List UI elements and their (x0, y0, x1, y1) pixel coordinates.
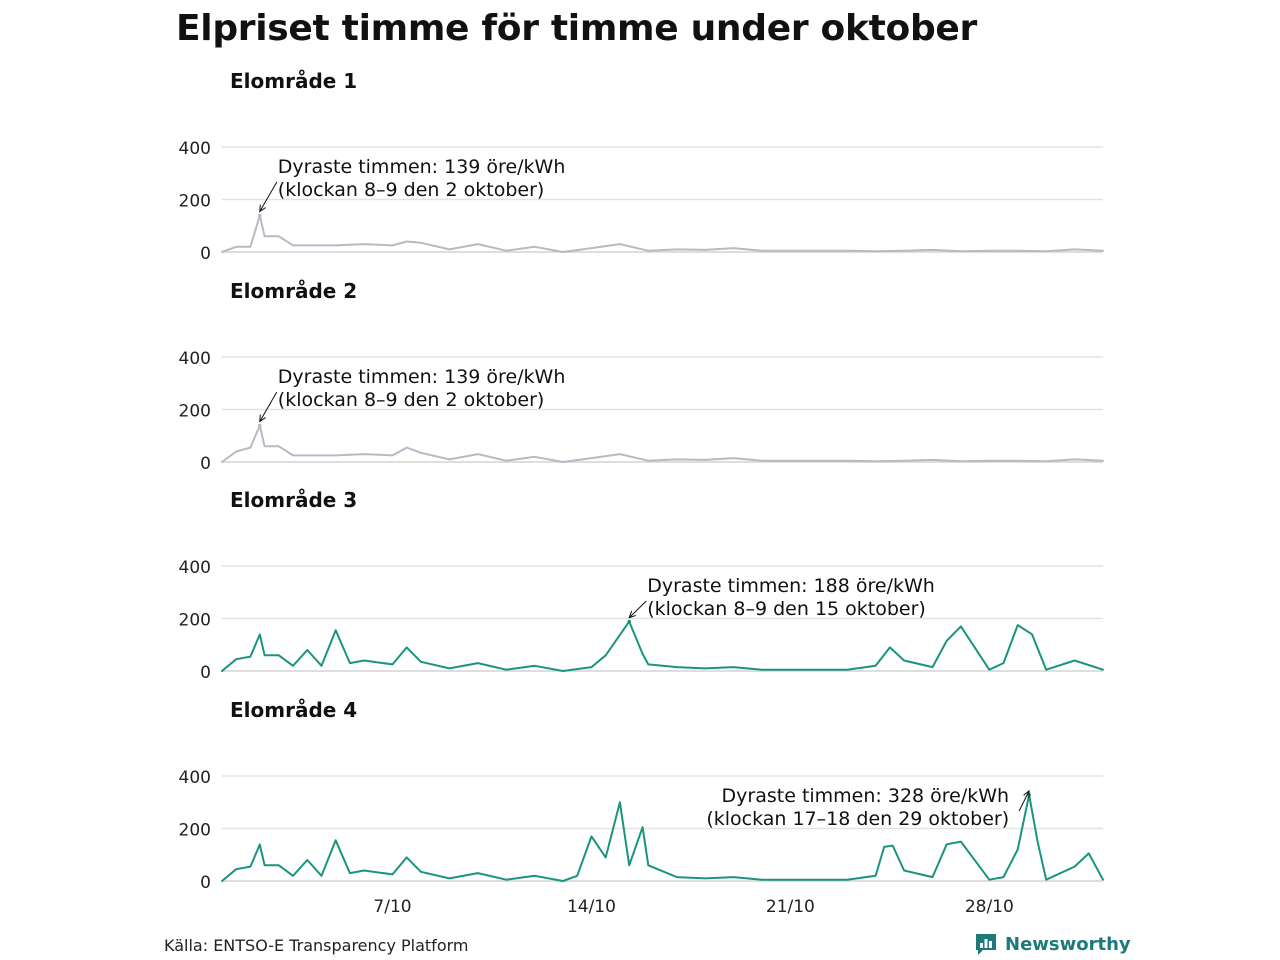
annotation-arrowhead (1023, 789, 1030, 798)
x-axis: 7/10 14/10 21/10 28/10 (373, 897, 1013, 917)
annotation-line1: Dyraste timmen: 188 öre/kWh (647, 575, 935, 597)
chart-panel-3: Elområde 3 0 200 400 Dyraste timmen: 188 öre… (179, 488, 1104, 683)
y-tick-label: 200 (179, 821, 211, 841)
y-tick-label: 400 (179, 349, 211, 369)
x-tick-label: 21/10 (766, 897, 815, 917)
series-line (221, 214, 1104, 253)
annotation-arrow (259, 181, 278, 212)
chart-panel-2: Elområde 2 0 200 400 Dyraste timmen: 139 öre… (179, 279, 1104, 474)
y-tick-label: 0 (200, 873, 211, 893)
annotation-line1: Dyraste timmen: 139 öre/kWh (278, 366, 566, 388)
y-tick-label: 0 (200, 663, 211, 683)
panel-title: Elområde 1 (230, 69, 357, 93)
y-tick-label: 400 (179, 558, 211, 578)
x-tick-label: 7/10 (373, 897, 411, 917)
newsworthy-logo-icon (976, 934, 996, 955)
annotation-line1: Dyraste timmen: 328 öre/kWh (722, 785, 1010, 807)
series-line (221, 620, 1104, 672)
panel-title: Elområde 3 (230, 488, 357, 512)
annotation-arrowhead (259, 414, 266, 423)
chart-title: Elpriset timme för timme under oktober (176, 8, 977, 49)
annotation-arrow (259, 391, 278, 422)
y-tick-label: 200 (179, 192, 211, 212)
annotation-arrowhead (259, 204, 266, 213)
series-line (221, 424, 1104, 463)
annotation-line2: (klockan 8–9 den 2 oktober) (278, 179, 545, 201)
annotation-line2: (klockan 8–9 den 2 oktober) (278, 389, 545, 411)
chart-panel-1: Elområde 1 0 200 400 Dyraste timmen: 139 öre… (179, 69, 1104, 264)
source-note: Källa: ENTSO-E Transparency Platform (164, 936, 469, 955)
x-tick-label: 14/10 (567, 897, 616, 917)
annotation-arrow (628, 600, 647, 619)
chart-panel-4: Elområde 4 0 200 400 Dyraste timmen: 328 öre… (179, 698, 1104, 893)
newsworthy-logo-text: Newsworthy (1005, 933, 1131, 955)
panel-title: Elområde 2 (230, 279, 357, 303)
peak-point (257, 213, 262, 218)
peak-point (627, 619, 632, 624)
newsworthy-logo[interactable]: Newsworthy (974, 932, 1131, 956)
y-tick-label: 0 (200, 244, 211, 264)
annotation-line2: (klockan 8–9 den 15 oktober) (647, 598, 926, 620)
y-tick-label: 200 (179, 611, 211, 631)
panel-title: Elområde 4 (230, 698, 357, 722)
small-multiples-chart: Elområde 1 0 200 400 Dyraste timmen: 139 öre… (179, 69, 1104, 917)
series-line (221, 793, 1104, 882)
annotation-line2: (klockan 17–18 den 29 oktober) (706, 808, 1009, 830)
peak-point (257, 423, 262, 428)
annotation-line1: Dyraste timmen: 139 öre/kWh (278, 156, 566, 178)
x-tick-label: 28/10 (965, 897, 1014, 917)
y-tick-label: 0 (200, 454, 211, 474)
y-tick-label: 400 (179, 768, 211, 788)
annotation-arrow (1018, 790, 1030, 812)
y-tick-label: 200 (179, 402, 211, 422)
annotation-arrowhead (628, 610, 637, 619)
y-tick-label: 400 (179, 139, 211, 159)
